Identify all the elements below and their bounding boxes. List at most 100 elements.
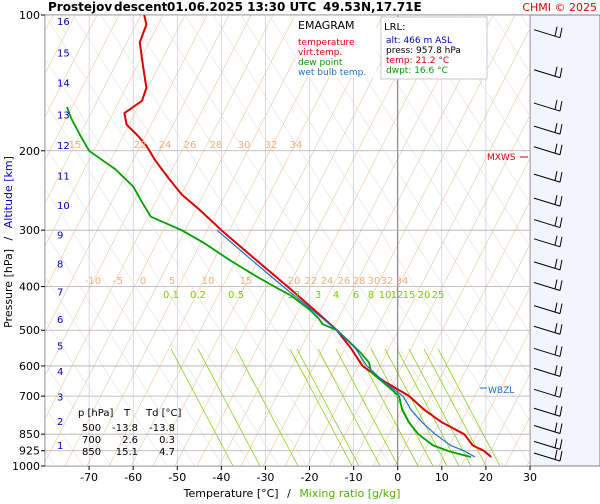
wind-barb bbox=[533, 422, 563, 434]
pressure-tick-label: 925 bbox=[19, 445, 40, 458]
table-cell: 850 bbox=[82, 447, 101, 458]
wind-barb-layer bbox=[533, 26, 563, 462]
saturated-adiabat-line bbox=[380, 15, 530, 248]
saturated-adiabat-line bbox=[324, 15, 530, 335]
legend-temperature: temperature bbox=[298, 38, 355, 48]
wind-barb-staff bbox=[533, 388, 561, 398]
wind-barb-staff bbox=[533, 325, 561, 335]
dry-adiabat-line bbox=[218, 15, 450, 466]
header-coords: 49.53N,17.71E bbox=[323, 0, 422, 14]
mixing-ratio-label: 8 bbox=[368, 290, 374, 301]
wind-barb-flag bbox=[559, 100, 563, 112]
wind-barb-flag bbox=[559, 259, 563, 270]
wind-barb-flag bbox=[554, 143, 558, 154]
wind-barb-flag bbox=[559, 303, 563, 314]
saturated-adiabat-line bbox=[45, 58, 308, 466]
mixing-ratio-label: 1 bbox=[287, 290, 293, 301]
adiabat-label: 15 bbox=[240, 276, 253, 287]
mixing-ratio-line bbox=[170, 348, 234, 466]
wind-barb bbox=[533, 449, 563, 462]
header-copyright: CHMI © 2025 bbox=[522, 1, 597, 14]
wind-barb-flag bbox=[554, 216, 558, 227]
adiabat-label: 0 bbox=[140, 276, 146, 287]
header-station: Prostejov bbox=[48, 0, 112, 14]
table-cell: 2.6 bbox=[122, 435, 138, 446]
saturated-adiabat-line bbox=[45, 101, 280, 466]
wind-barb-flag bbox=[559, 27, 563, 38]
lrl-title: LRL: bbox=[384, 22, 405, 33]
wind-barb bbox=[533, 345, 563, 357]
wind-barb-flag bbox=[559, 236, 563, 247]
saturated-adiabat-line bbox=[45, 188, 224, 466]
table-cell: 15.1 bbox=[116, 447, 138, 458]
wind-barb-staff bbox=[533, 102, 561, 112]
altitude-label: 5 bbox=[57, 341, 63, 352]
saturated-adiabat-line bbox=[184, 15, 476, 466]
pressure-tick-label: 850 bbox=[19, 428, 40, 441]
dry-adiabat-line bbox=[438, 287, 530, 466]
mixing-ratio-label: 4 bbox=[333, 290, 339, 301]
y-axis-title: Pressure [hPa] / Altitude [km] bbox=[2, 156, 15, 328]
wind-barb-flag bbox=[554, 123, 558, 133]
dry-adiabat-line bbox=[174, 15, 406, 466]
wind-barb-flag bbox=[559, 406, 563, 417]
legend-title: EMAGRAM bbox=[298, 19, 355, 32]
dry-adiabat-line bbox=[460, 330, 530, 466]
wind-barb-flag bbox=[559, 124, 563, 135]
lrl-alt: alt: 466 m ASL bbox=[386, 36, 452, 46]
saturated-adiabat-line bbox=[296, 15, 530, 378]
wind-barb-flag bbox=[554, 235, 558, 246]
saturated-adiabat-line bbox=[100, 15, 392, 466]
temperature-tick-label: -70 bbox=[80, 471, 98, 484]
saturated-adiabat-line bbox=[268, 15, 530, 422]
wind-barb-flag bbox=[554, 302, 558, 313]
x-axis-title: Temperature [°C] / Mixing ratio [g/kg] bbox=[183, 487, 401, 500]
mixing-ratio-line bbox=[235, 348, 299, 466]
dry-adiabat-line bbox=[416, 243, 530, 466]
temperature-tick-label: -10 bbox=[345, 471, 363, 484]
dry-adiabat-line bbox=[482, 373, 530, 466]
wind-barb-staff bbox=[533, 407, 561, 417]
adiabat-label: 5 bbox=[169, 276, 175, 287]
wind-barb-flag bbox=[554, 405, 558, 415]
pressure-tick-label: 700 bbox=[19, 390, 40, 403]
saturated-adiabat-line bbox=[240, 15, 530, 465]
wind-barb-flag bbox=[559, 324, 563, 335]
x-axis-title-mix: Mixing ratio [g/kg] bbox=[299, 487, 400, 500]
wind-barb bbox=[533, 195, 563, 207]
wind-barb bbox=[533, 323, 563, 335]
altitude-label: 10 bbox=[57, 201, 70, 212]
mixing-ratio-label: 0.5 bbox=[228, 290, 244, 301]
temperature-tick-label: -20 bbox=[301, 471, 319, 484]
adiabat-label: 26 bbox=[184, 140, 197, 151]
x-axis-title-temp: Temperature [°C] bbox=[183, 487, 279, 500]
series-line-dew-point bbox=[66, 106, 472, 458]
wind-barb-staff bbox=[533, 440, 561, 450]
mxws-label: MXWS bbox=[487, 153, 516, 163]
wind-barb-flag bbox=[554, 386, 558, 396]
wind-barb-staff bbox=[533, 146, 561, 156]
wind-barb-flag bbox=[559, 280, 563, 291]
temperature-tick-label: 0 bbox=[394, 471, 401, 484]
adiabat-label: 24 bbox=[159, 140, 172, 151]
wind-barb-flag bbox=[559, 423, 563, 434]
table-header-p: p [hPa] bbox=[78, 408, 113, 419]
saturated-adiabat-line bbox=[45, 145, 252, 466]
wind-barb bbox=[533, 438, 563, 450]
x-axis-title-sep: / bbox=[287, 487, 291, 500]
dry-adiabat-line bbox=[45, 15, 274, 463]
wind-barb-flag bbox=[554, 258, 558, 269]
plot-area bbox=[44, 14, 531, 467]
wind-barb-flag bbox=[554, 323, 558, 333]
altitude-label: 13 bbox=[57, 110, 70, 121]
mixing-ratio-label: 0.1 bbox=[163, 290, 179, 301]
altitude-label: 6 bbox=[57, 315, 63, 326]
saturated-adiabat-line bbox=[45, 232, 196, 466]
wind-barb-flag bbox=[554, 449, 558, 460]
mixing-ratio-label: 15 bbox=[403, 290, 416, 301]
pressure-tick-label: 300 bbox=[19, 224, 40, 237]
adiabat-label: 15 bbox=[69, 140, 82, 151]
wind-barb-flag bbox=[554, 279, 558, 290]
series-layer bbox=[66, 15, 492, 458]
